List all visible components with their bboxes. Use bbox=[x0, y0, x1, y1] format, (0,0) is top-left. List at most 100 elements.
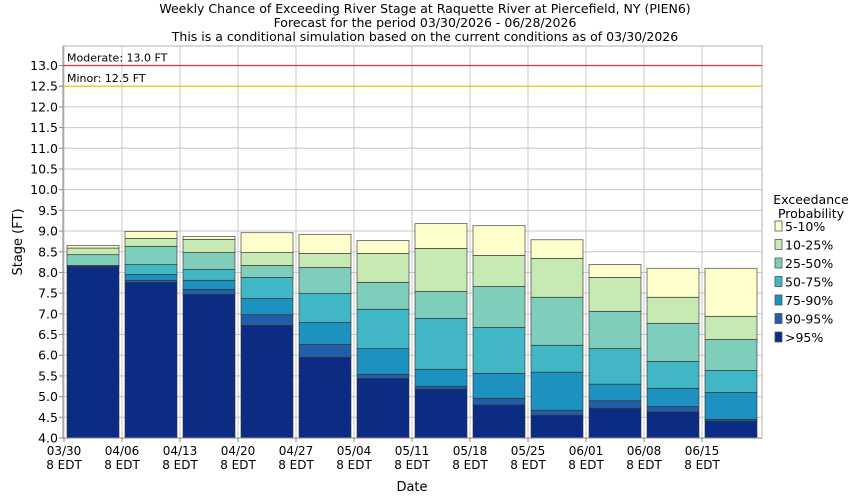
y-tick-label: 5.5 bbox=[38, 368, 58, 383]
x-tick-label: 04/20 bbox=[221, 444, 256, 458]
bar-segment bbox=[531, 297, 583, 345]
bar-segment bbox=[647, 412, 699, 438]
x-axis-label: Date bbox=[396, 480, 427, 495]
bar-segment bbox=[241, 253, 293, 266]
bar-segment bbox=[357, 309, 409, 348]
legend-label: 5-10% bbox=[785, 219, 825, 234]
bar-segment bbox=[125, 231, 177, 238]
x-tick-sublabel: 8 EDT bbox=[336, 458, 372, 472]
bar-segment bbox=[125, 239, 177, 247]
legend-swatch bbox=[775, 295, 782, 305]
legend-swatch bbox=[775, 314, 782, 324]
x-tick-sublabel: 8 EDT bbox=[452, 458, 488, 472]
bar-segment bbox=[473, 373, 525, 398]
x-tick-label: 05/25 bbox=[511, 444, 546, 458]
bar-segment bbox=[705, 316, 757, 339]
bar-segment bbox=[647, 268, 699, 297]
y-tick-label: 6.0 bbox=[38, 348, 58, 363]
bar-segment bbox=[647, 388, 699, 406]
y-tick-label: 8.0 bbox=[38, 265, 58, 280]
bar-segment bbox=[589, 277, 641, 311]
bar-segment bbox=[705, 371, 757, 393]
bar-segment bbox=[531, 415, 583, 438]
legend-swatch bbox=[775, 258, 782, 268]
bar-segment bbox=[241, 325, 293, 438]
bar-segment bbox=[473, 255, 525, 286]
chart-title: Weekly Chance of Exceeding River Stage a… bbox=[159, 1, 690, 44]
bar-segment bbox=[415, 318, 467, 369]
bar-segment bbox=[125, 275, 177, 281]
bar-segment bbox=[531, 410, 583, 415]
x-tick-label: 06/01 bbox=[569, 444, 604, 458]
x-tick-label: 05/18 bbox=[453, 444, 488, 458]
bar-segment bbox=[183, 253, 235, 270]
bar-segment bbox=[705, 339, 757, 370]
bar-segment bbox=[589, 349, 641, 385]
bar-segment bbox=[473, 226, 525, 256]
bar-segment bbox=[589, 311, 641, 348]
y-axis-label: Stage (FT) bbox=[11, 208, 26, 275]
bar-segment bbox=[299, 234, 351, 253]
bar-segment bbox=[241, 299, 293, 315]
bar-segment bbox=[705, 268, 757, 316]
bar-segment bbox=[357, 253, 409, 282]
bar-segment bbox=[473, 327, 525, 373]
y-tick-label: 12.5 bbox=[30, 79, 58, 94]
bar-segment bbox=[415, 369, 467, 386]
bar-segment bbox=[589, 401, 641, 408]
x-tick-label: 05/04 bbox=[337, 444, 372, 458]
bar-segment bbox=[67, 246, 119, 248]
bar-segment bbox=[473, 398, 525, 405]
bar-segment bbox=[357, 282, 409, 309]
x-tick-label: 04/27 bbox=[279, 444, 314, 458]
y-tick-label: 9.5 bbox=[38, 203, 58, 218]
bar-segment bbox=[125, 246, 177, 264]
legend-label: 10-25% bbox=[785, 238, 833, 253]
bar-segment bbox=[647, 361, 699, 388]
bar-segment bbox=[67, 255, 119, 266]
legend-label: 75-90% bbox=[785, 293, 833, 308]
bar-segment bbox=[183, 236, 235, 239]
bar-segment bbox=[299, 294, 351, 323]
bar-segment bbox=[531, 372, 583, 410]
bar-segment bbox=[647, 323, 699, 361]
threshold-label: Moderate: 13.0 FT bbox=[67, 52, 168, 65]
x-tick-sublabel: 8 EDT bbox=[46, 458, 82, 472]
bar-segment bbox=[647, 407, 699, 412]
bar-segment bbox=[357, 378, 409, 438]
title-line: Weekly Chance of Exceeding River Stage a… bbox=[159, 1, 690, 16]
bar-segment bbox=[241, 315, 293, 326]
bar-segment bbox=[705, 421, 757, 438]
bar-segment bbox=[183, 239, 235, 252]
bar-segment bbox=[125, 282, 177, 438]
bar-segment bbox=[589, 408, 641, 438]
bar-segment bbox=[357, 241, 409, 254]
x-tick-label: 05/11 bbox=[395, 444, 430, 458]
x-tick-sublabel: 8 EDT bbox=[104, 458, 140, 472]
y-tick-label: 8.5 bbox=[38, 244, 58, 259]
x-tick-label: 04/13 bbox=[163, 444, 198, 458]
x-tick-sublabel: 8 EDT bbox=[278, 458, 314, 472]
bar-segment bbox=[357, 374, 409, 378]
bar-segment bbox=[241, 265, 293, 277]
bar-segment bbox=[415, 389, 467, 438]
bar-segment bbox=[183, 280, 235, 289]
x-tick-sublabel: 8 EDT bbox=[162, 458, 198, 472]
y-tick-label: 11.5 bbox=[30, 120, 58, 135]
bar-segment bbox=[299, 344, 351, 357]
bar-segment bbox=[357, 349, 409, 375]
legend-swatch bbox=[775, 240, 782, 250]
bar-segment bbox=[705, 392, 757, 419]
legend: ExceedanceProbability5-10%10-25%25-50%50… bbox=[773, 192, 849, 345]
title-line: This is a conditional simulation based o… bbox=[171, 29, 678, 44]
bar-segment bbox=[299, 357, 351, 438]
bar-segment bbox=[299, 253, 351, 267]
bar-segment bbox=[125, 265, 177, 275]
bar-segment bbox=[183, 294, 235, 438]
bar-segment bbox=[415, 291, 467, 318]
y-tick-label: 7.5 bbox=[38, 286, 58, 301]
legend-swatch bbox=[775, 332, 782, 342]
y-tick-label: 7.0 bbox=[38, 306, 58, 321]
legend-label: 90-95% bbox=[785, 312, 833, 327]
